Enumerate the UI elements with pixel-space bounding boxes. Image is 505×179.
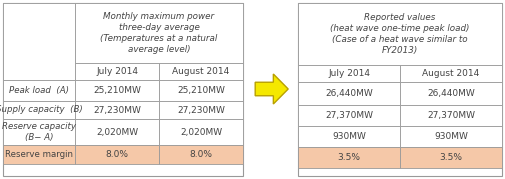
Text: 26,440MW: 26,440MW	[427, 89, 475, 98]
Text: Reserve capacity
(B− A): Reserve capacity (B− A)	[2, 122, 76, 142]
Text: 27,370MW: 27,370MW	[325, 111, 373, 120]
Text: 25,210MW: 25,210MW	[93, 86, 141, 95]
Bar	[159, 119, 243, 145]
Bar	[400, 147, 502, 168]
Bar	[75, 80, 159, 101]
Bar	[298, 3, 502, 176]
Text: Reserve margin: Reserve margin	[5, 150, 73, 159]
Text: 8.0%: 8.0%	[106, 150, 128, 159]
Text: 25,210MW: 25,210MW	[177, 86, 225, 95]
Text: July 2014: July 2014	[96, 67, 138, 76]
Text: August 2014: August 2014	[422, 69, 480, 78]
Bar	[75, 145, 159, 164]
Bar	[400, 126, 502, 147]
Bar	[75, 119, 159, 145]
Bar	[400, 82, 502, 105]
Bar	[298, 105, 400, 126]
Bar	[3, 3, 75, 80]
Text: 27,230MW: 27,230MW	[93, 105, 141, 115]
Text: July 2014: July 2014	[328, 69, 370, 78]
Text: 27,230MW: 27,230MW	[177, 105, 225, 115]
Text: 2,020MW: 2,020MW	[180, 127, 222, 137]
Bar	[400, 65, 502, 82]
Bar	[298, 3, 502, 65]
Bar	[3, 119, 75, 145]
FancyArrow shape	[255, 74, 288, 104]
Bar	[298, 126, 400, 147]
Text: 930MW: 930MW	[332, 132, 366, 141]
Text: 8.0%: 8.0%	[189, 150, 213, 159]
Bar	[159, 80, 243, 101]
Text: August 2014: August 2014	[172, 67, 230, 76]
Text: 27,370MW: 27,370MW	[427, 111, 475, 120]
Text: 26,440MW: 26,440MW	[325, 89, 373, 98]
Bar	[3, 80, 75, 101]
Bar	[298, 65, 400, 82]
Text: 930MW: 930MW	[434, 132, 468, 141]
Text: 2,020MW: 2,020MW	[96, 127, 138, 137]
Bar	[159, 101, 243, 119]
Text: 3.5%: 3.5%	[439, 153, 463, 162]
Bar	[3, 101, 75, 119]
Bar	[75, 3, 243, 63]
Text: 3.5%: 3.5%	[337, 153, 361, 162]
Bar	[159, 145, 243, 164]
Text: Reported values
(heat wave one-time peak load)
(Case of a heat wave similar to
F: Reported values (heat wave one-time peak…	[330, 13, 470, 55]
Bar	[159, 63, 243, 80]
Text: Peak load  (A): Peak load (A)	[9, 86, 69, 95]
Bar	[298, 147, 400, 168]
Bar	[3, 145, 75, 164]
Bar	[298, 82, 400, 105]
Text: Monthly maximum power
three-day average
(Temperatures at a natural
average level: Monthly maximum power three-day average …	[100, 12, 218, 54]
Bar	[75, 101, 159, 119]
Bar	[75, 63, 159, 80]
Bar	[400, 105, 502, 126]
Bar	[3, 3, 243, 176]
Text: Supply capacity  (B): Supply capacity (B)	[0, 105, 82, 115]
